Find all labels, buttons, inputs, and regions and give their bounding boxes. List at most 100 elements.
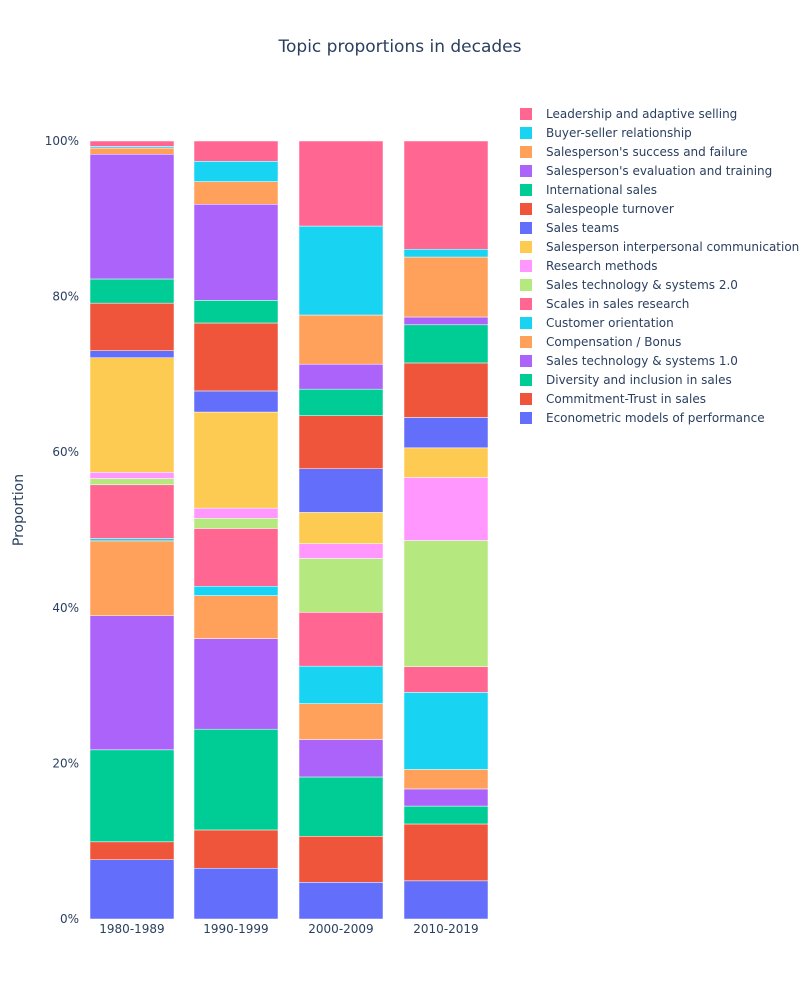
bar-segment[interactable]: [403, 477, 489, 541]
bar-segment[interactable]: [193, 390, 279, 413]
legend-item[interactable]: Research methods: [520, 259, 657, 273]
bar-segment[interactable]: [193, 867, 279, 920]
legend-swatch: [520, 184, 532, 196]
legend-swatch: [520, 241, 532, 253]
bar-segment[interactable]: [298, 739, 384, 778]
bar-segment[interactable]: [298, 836, 384, 883]
bar-segment[interactable]: [193, 300, 279, 324]
bar-segment[interactable]: [89, 357, 175, 473]
legend-swatch: [520, 355, 532, 367]
legend-item[interactable]: Customer orientation: [520, 316, 674, 330]
bar-segment[interactable]: [403, 823, 489, 882]
bar-segment[interactable]: [403, 540, 489, 667]
bar-segment[interactable]: [89, 140, 175, 147]
bar-segment[interactable]: [403, 692, 489, 770]
bar-segment[interactable]: [89, 859, 175, 920]
bar-segment[interactable]: [193, 595, 279, 639]
legend-swatch: [520, 108, 532, 120]
bar-segment[interactable]: [89, 472, 175, 479]
bar-segment[interactable]: [89, 302, 175, 351]
bar-segment[interactable]: [298, 665, 384, 704]
x-tick-label: 2000-2009: [308, 922, 373, 936]
legend-label: Sales technology & systems 2.0: [546, 278, 738, 292]
bar-segment[interactable]: [89, 749, 175, 843]
legend-item[interactable]: Salespeople turnover: [520, 202, 674, 216]
legend-label: Customer orientation: [546, 316, 674, 330]
bar-segment[interactable]: [89, 478, 175, 486]
bar-segment[interactable]: [298, 882, 384, 920]
bar-segment[interactable]: [193, 585, 279, 596]
bar-segment[interactable]: [298, 512, 384, 544]
legend-item[interactable]: Salesperson interpersonal communication: [520, 240, 799, 254]
bar-segment[interactable]: [193, 518, 279, 529]
bar-segment[interactable]: [403, 417, 489, 449]
legend-item[interactable]: Commitment-Trust in sales: [520, 392, 706, 406]
bar-segment[interactable]: [89, 538, 175, 542]
bar-segment[interactable]: [403, 256, 489, 318]
y-tick-label: 100%: [45, 134, 79, 148]
legend-label: Salesperson's success and failure: [546, 145, 748, 159]
bar-segment[interactable]: [403, 362, 489, 418]
bar-segment[interactable]: [298, 776, 384, 837]
legend-item[interactable]: Compensation / Bonus: [520, 335, 681, 349]
legend-swatch: [520, 165, 532, 177]
bar-segment[interactable]: [298, 415, 384, 469]
bar-segment[interactable]: [193, 829, 279, 869]
legend-item[interactable]: Salesperson's evaluation and training: [520, 164, 772, 178]
legend-item[interactable]: Sales teams: [520, 221, 619, 235]
chart-title: Topic proportions in decades: [278, 37, 522, 57]
bar-segment[interactable]: [89, 615, 175, 751]
bar-segment[interactable]: [298, 558, 384, 613]
legend-label: Sales teams: [546, 221, 619, 235]
bar-segment[interactable]: [403, 880, 489, 920]
legend-item[interactable]: Salesperson's success and failure: [520, 145, 748, 159]
bar-segment[interactable]: [403, 324, 489, 364]
bar-segment[interactable]: [89, 147, 175, 155]
legend-item[interactable]: Scales in sales research: [520, 297, 689, 311]
bar-segment[interactable]: [403, 316, 489, 326]
bar-segment[interactable]: [403, 666, 489, 693]
bar-segment[interactable]: [298, 225, 384, 316]
bar-segment[interactable]: [403, 249, 489, 258]
bar-segment[interactable]: [403, 805, 489, 825]
bar-segment[interactable]: [298, 314, 384, 365]
bar-segment[interactable]: [298, 468, 384, 513]
legend-item[interactable]: Sales technology & systems 1.0: [520, 354, 738, 368]
legend-swatch: [520, 374, 532, 386]
bar-segment[interactable]: [298, 388, 384, 416]
bar-segment[interactable]: [403, 140, 489, 250]
bar-segment[interactable]: [89, 540, 175, 617]
legend[interactable]: Leadership and adaptive selling Buyer-sel…: [520, 107, 799, 425]
bar-segment[interactable]: [89, 484, 175, 539]
bar-segment[interactable]: [193, 322, 279, 392]
bar-segment[interactable]: [193, 181, 279, 205]
bar-segment[interactable]: [193, 140, 279, 162]
bar-segment[interactable]: [193, 728, 279, 831]
bar-segment[interactable]: [298, 703, 384, 740]
bar-segment[interactable]: [193, 638, 279, 730]
legend-item[interactable]: International sales: [520, 183, 657, 197]
bar-segment[interactable]: [298, 612, 384, 667]
bar-segment[interactable]: [298, 140, 384, 227]
bar-segment[interactable]: [89, 350, 175, 358]
bar-segment[interactable]: [193, 204, 279, 301]
bar-segment[interactable]: [403, 447, 489, 478]
bar-segment[interactable]: [89, 841, 175, 861]
legend-item[interactable]: Leadership and adaptive selling: [520, 107, 737, 121]
legend-item[interactable]: Diversity and inclusion in sales: [520, 373, 732, 387]
legend-swatch: [520, 336, 532, 348]
bar-segment[interactable]: [403, 769, 489, 790]
bar-segment[interactable]: [193, 528, 279, 587]
legend-item[interactable]: Buyer-seller relationship: [520, 126, 692, 140]
bar-segment[interactable]: [193, 161, 279, 182]
bar-segment[interactable]: [298, 543, 384, 559]
legend-item[interactable]: Econometric models of performance: [520, 411, 765, 425]
bar-segment[interactable]: [298, 363, 384, 390]
legend-item[interactable]: Sales technology & systems 2.0: [520, 278, 738, 292]
bar-segment[interactable]: [193, 507, 279, 519]
bar-segment[interactable]: [403, 788, 489, 807]
bar-segment[interactable]: [89, 154, 175, 280]
bar-segment[interactable]: [89, 278, 175, 304]
bar-segment[interactable]: [193, 411, 279, 509]
